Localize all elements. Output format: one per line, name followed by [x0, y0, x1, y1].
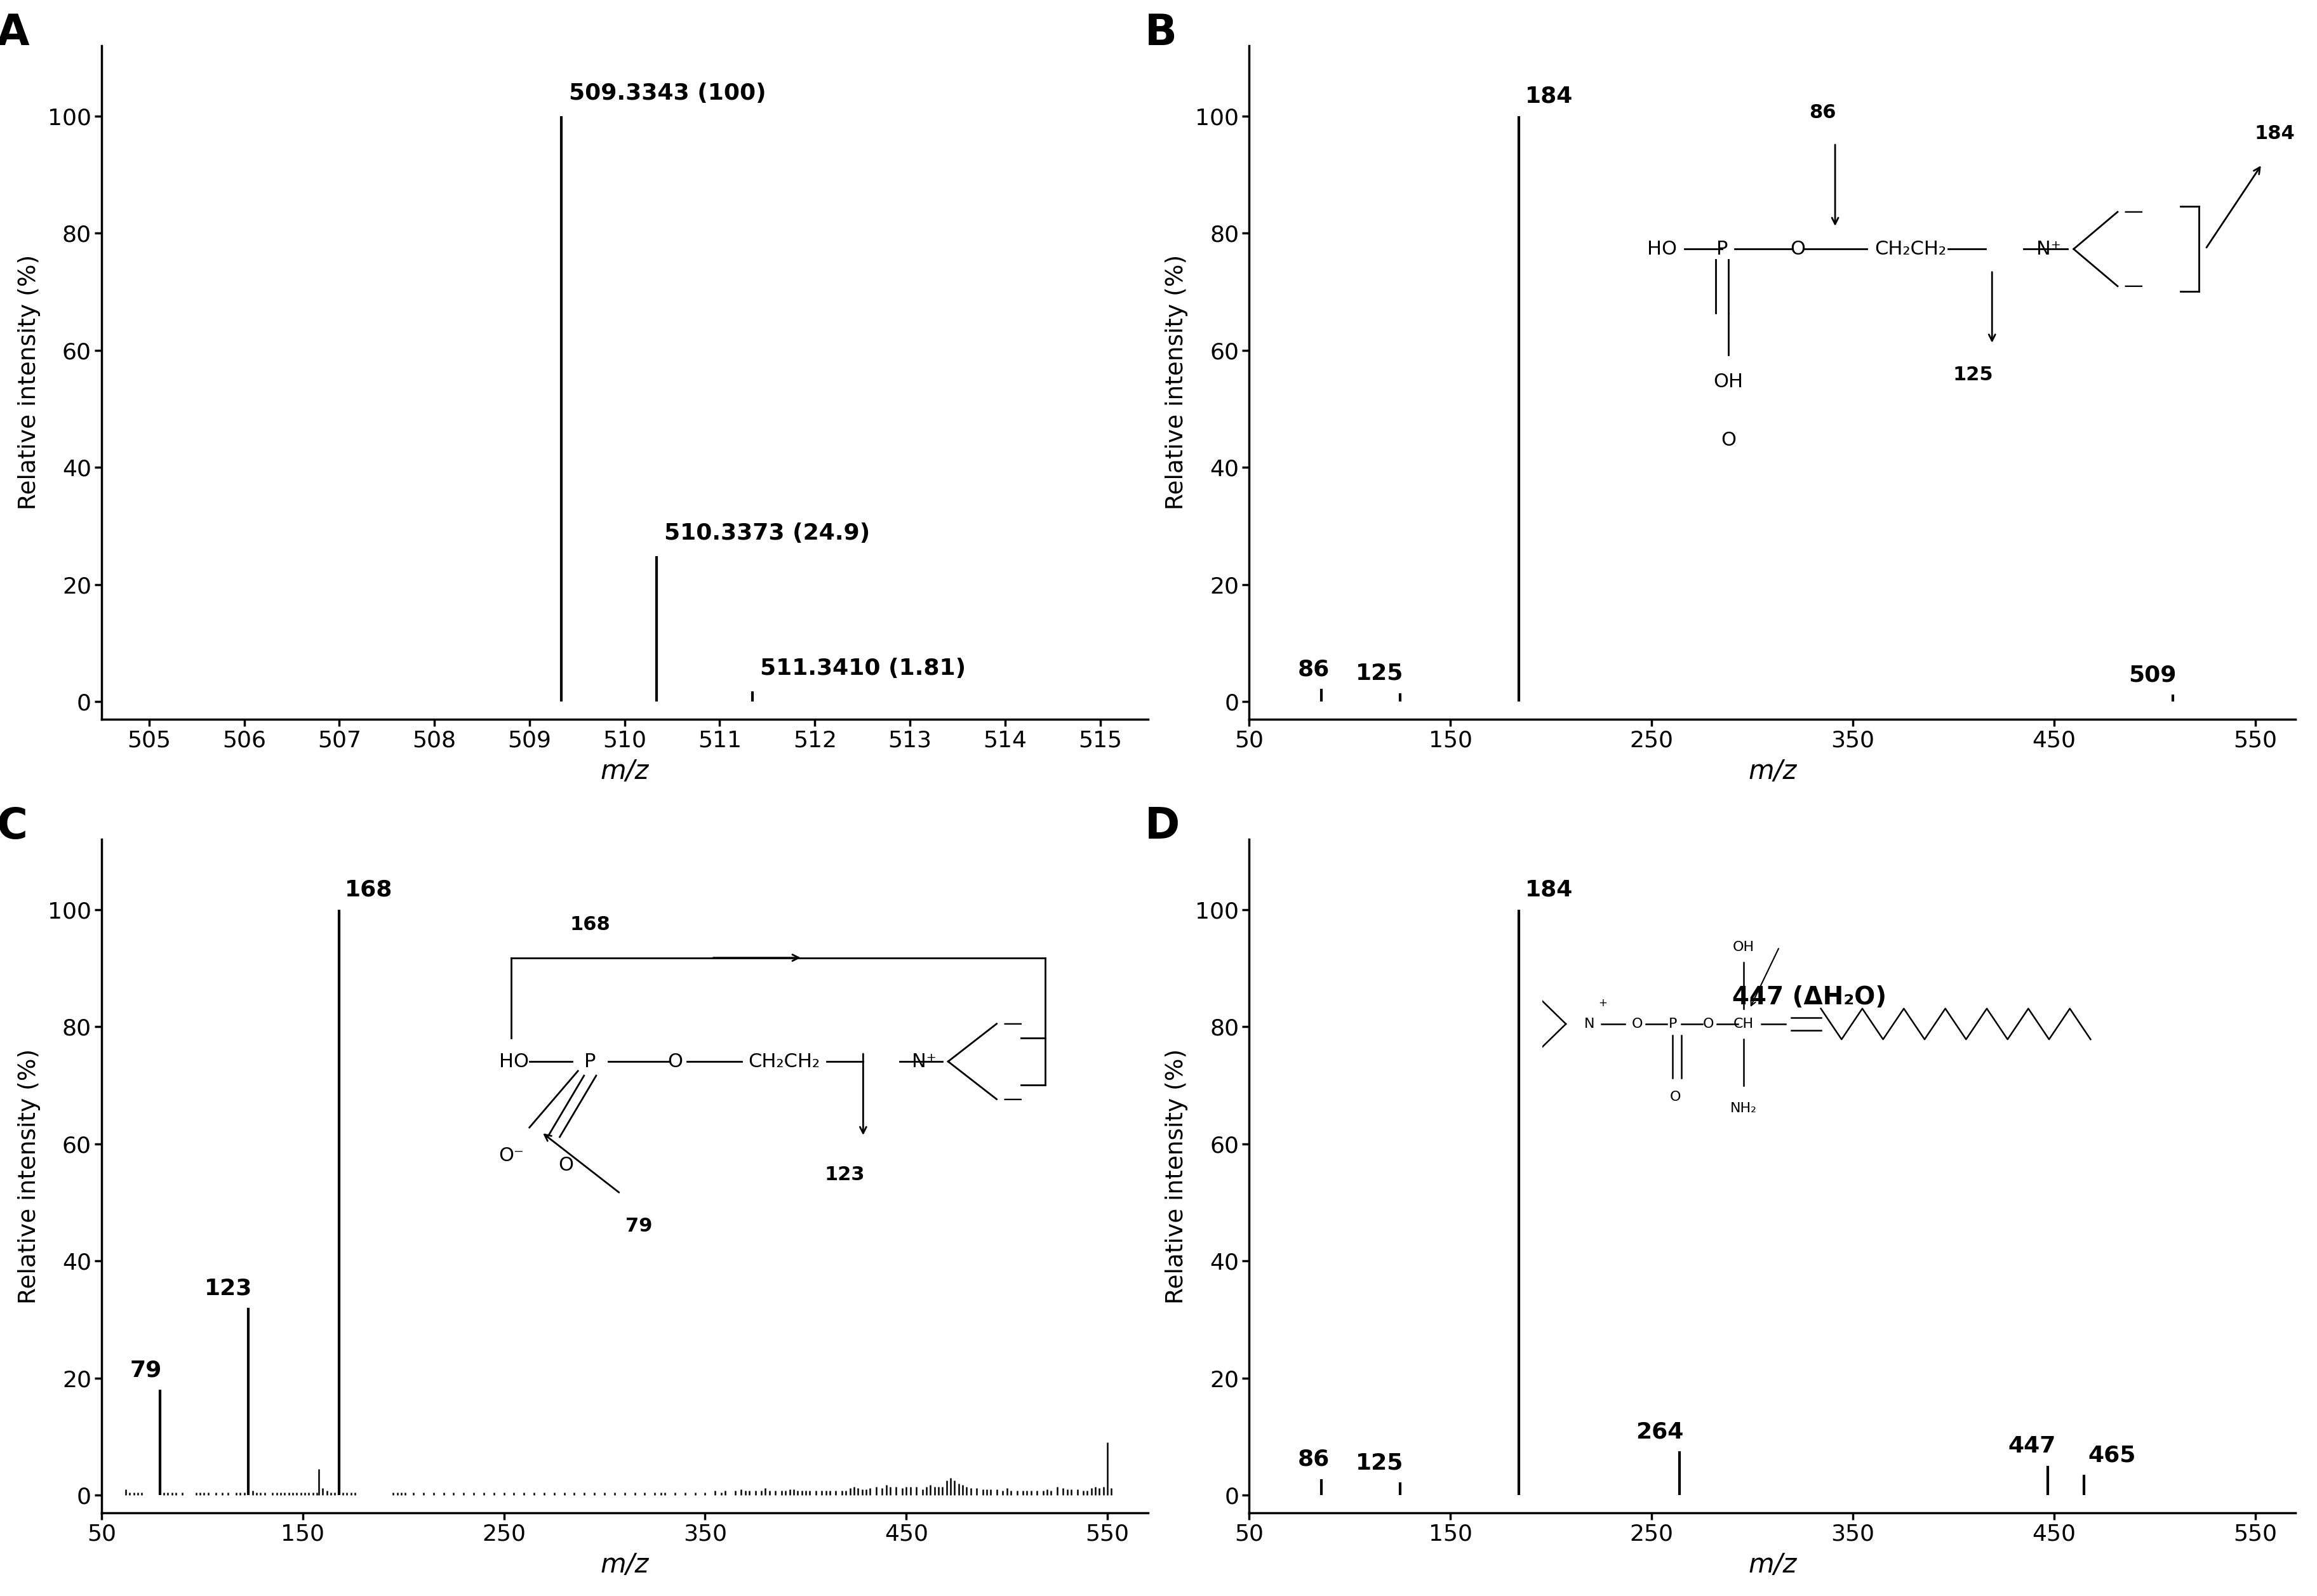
Text: 86: 86 [1298, 1449, 1330, 1470]
Text: C: C [0, 806, 28, 847]
Text: 125: 125 [1355, 662, 1404, 685]
Text: 447: 447 [2009, 1436, 2055, 1457]
X-axis label: m/z: m/z [1747, 1551, 1796, 1578]
Y-axis label: Relative intensity (%): Relative intensity (%) [1165, 1049, 1189, 1304]
Text: 168: 168 [345, 879, 394, 900]
Text: 509.3343 (100): 509.3343 (100) [570, 83, 767, 104]
X-axis label: m/z: m/z [1747, 758, 1796, 785]
Text: 79: 79 [130, 1360, 162, 1381]
Text: 264: 264 [1636, 1420, 1684, 1443]
Text: 123: 123 [204, 1277, 253, 1299]
Text: A: A [0, 11, 30, 54]
Text: 184: 184 [1525, 879, 1573, 900]
Text: 509: 509 [2129, 664, 2176, 686]
Text: B: B [1145, 11, 1177, 54]
Text: 465: 465 [2088, 1444, 2136, 1467]
Text: 184: 184 [1525, 86, 1573, 107]
Text: 447 (ΔH₂O): 447 (ΔH₂O) [1733, 985, 1886, 1009]
Text: 125: 125 [1355, 1452, 1404, 1473]
Text: 86: 86 [1298, 659, 1330, 680]
Text: D: D [1145, 806, 1179, 847]
Y-axis label: Relative intensity (%): Relative intensity (%) [19, 255, 39, 511]
Y-axis label: Relative intensity (%): Relative intensity (%) [19, 1049, 39, 1304]
X-axis label: m/z: m/z [600, 1551, 649, 1578]
Text: 510.3373 (24.9): 510.3373 (24.9) [665, 522, 871, 544]
Text: 511.3410 (1.81): 511.3410 (1.81) [760, 658, 966, 680]
X-axis label: m/z: m/z [600, 758, 649, 785]
Y-axis label: Relative intensity (%): Relative intensity (%) [1165, 255, 1189, 511]
